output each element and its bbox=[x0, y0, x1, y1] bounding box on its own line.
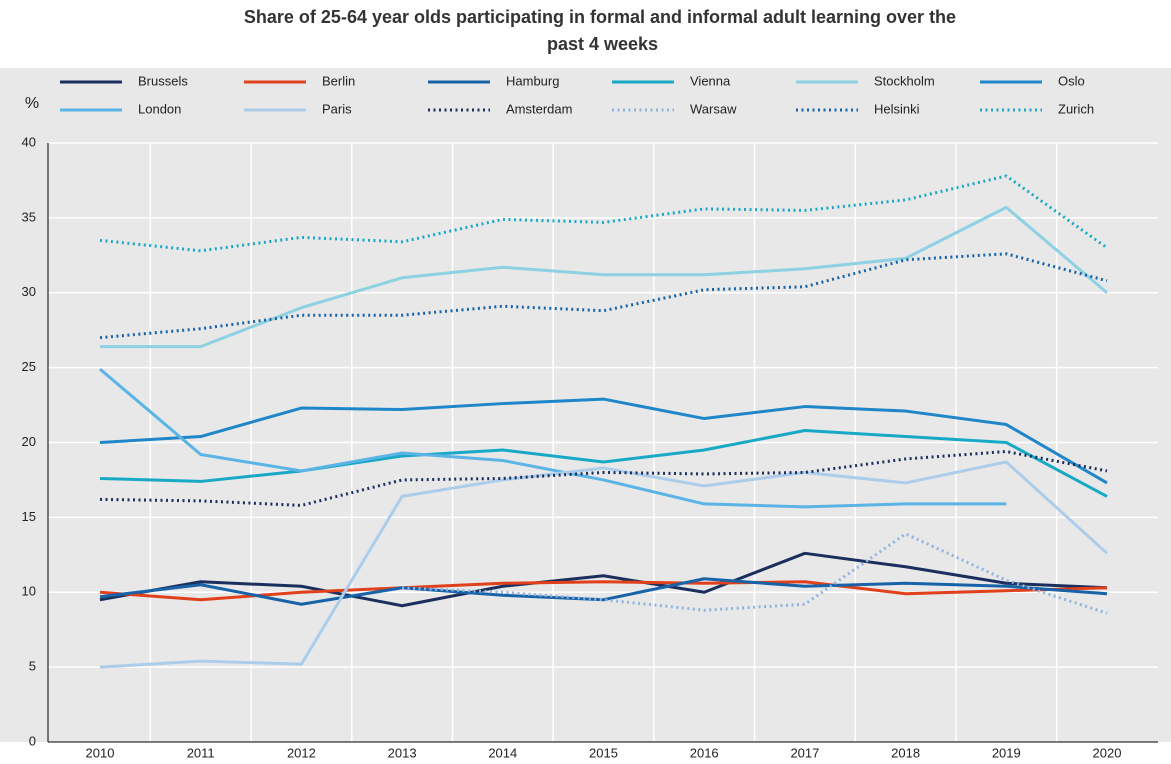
y-tick-label: 35 bbox=[22, 209, 36, 224]
series-line bbox=[99, 429, 1108, 498]
legend-label: London bbox=[138, 101, 181, 116]
legend-label: Stockholm bbox=[874, 73, 935, 88]
y-tick-label: 10 bbox=[22, 584, 36, 599]
legend-label: Brussels bbox=[138, 73, 188, 88]
x-tick-label: 2017 bbox=[790, 745, 819, 760]
series-line bbox=[99, 460, 1109, 669]
series-line bbox=[402, 532, 1108, 615]
x-tick-label: 2011 bbox=[187, 745, 215, 760]
y-tick-label: 30 bbox=[22, 284, 36, 299]
x-tick-label: 2019 bbox=[992, 745, 1021, 760]
y-tick-label: 5 bbox=[29, 659, 36, 674]
x-tick-label: 2010 bbox=[86, 745, 115, 760]
legend-label: Warsaw bbox=[690, 101, 737, 116]
legend-label: Vienna bbox=[690, 73, 731, 88]
series-line bbox=[100, 205, 1108, 349]
series-line bbox=[99, 174, 1108, 253]
series-line bbox=[99, 551, 1108, 608]
x-tick-label: 2016 bbox=[690, 745, 719, 760]
x-tick-label: 2020 bbox=[1093, 745, 1122, 760]
series-line bbox=[99, 397, 1108, 485]
series-line bbox=[99, 580, 1108, 602]
legend-label: Paris bbox=[322, 101, 352, 116]
y-axis-label: % bbox=[25, 95, 39, 112]
x-tick-label: 2012 bbox=[287, 745, 316, 760]
x-tick-label: 2014 bbox=[488, 745, 517, 760]
y-tick-label: 40 bbox=[22, 134, 36, 149]
series-line bbox=[99, 367, 1007, 509]
chart-title: Share of 25-64 year olds participating i… bbox=[244, 7, 956, 54]
legend-label: Zurich bbox=[1058, 101, 1094, 116]
plot-background bbox=[0, 68, 1171, 742]
legend-label: Hamburg bbox=[506, 73, 559, 88]
legend-label: Oslo bbox=[1058, 73, 1085, 88]
y-tick-label: 20 bbox=[22, 434, 36, 449]
legend-label: Amsterdam bbox=[506, 101, 572, 116]
series-line bbox=[99, 449, 1108, 507]
y-tick-label: 25 bbox=[22, 359, 36, 374]
series-line bbox=[99, 577, 1108, 606]
y-tick-label: 15 bbox=[22, 509, 36, 524]
x-tick-label: 2013 bbox=[388, 745, 417, 760]
x-tick-label: 2015 bbox=[589, 745, 618, 760]
legend-label: Helsinki bbox=[874, 101, 920, 116]
y-tick-label: 0 bbox=[29, 733, 36, 748]
x-tick-label: 2018 bbox=[891, 745, 920, 760]
legend-label: Berlin bbox=[322, 73, 355, 88]
